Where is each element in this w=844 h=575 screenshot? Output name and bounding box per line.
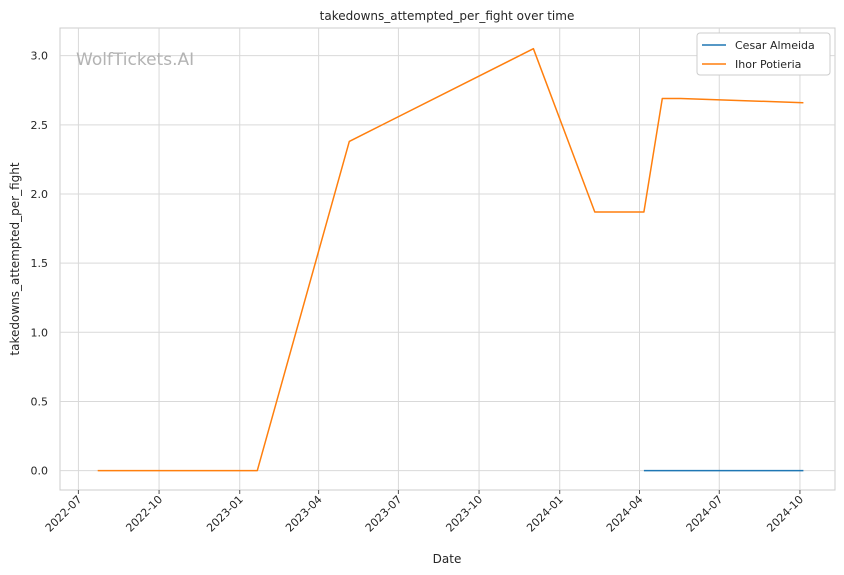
y-tick-label: 1.0 xyxy=(31,326,49,339)
y-tick-label: 2.0 xyxy=(31,188,49,201)
legend-box xyxy=(696,32,831,76)
y-tick-label: 3.0 xyxy=(31,50,49,63)
series-lines xyxy=(97,47,804,472)
y-tick-label: 1.5 xyxy=(31,257,49,270)
x-axis-ticks: 2022-07 2022-10 2023-01 2023-04 2023-07 2023-… xyxy=(43,490,806,535)
x-axis-label: Date xyxy=(433,552,462,566)
series-line-ihor-potieria xyxy=(97,47,804,472)
legend: Cesar Almeida Ihor Potieria xyxy=(696,32,831,76)
x-tick-label: 2023-01 xyxy=(204,493,246,535)
x-tick-label: 2023-07 xyxy=(363,493,405,535)
x-tick-label: 2022-07 xyxy=(43,493,85,535)
plot-background xyxy=(59,27,836,491)
chart-title: takedowns_attempted_per_fight over time xyxy=(320,9,575,23)
x-tick-label: 2023-04 xyxy=(283,493,325,535)
x-tick-label: 2024-04 xyxy=(604,493,646,535)
legend-label-ihor-potieria: Ihor Potieria xyxy=(735,58,801,71)
x-tick-label: 2022-10 xyxy=(123,493,165,535)
x-tick-label: 2024-07 xyxy=(684,493,726,535)
y-axis-ticks: 0.0 0.5 1.0 1.5 2.0 2.5 3.0 xyxy=(31,50,49,478)
y-tick-label: 0.0 xyxy=(31,465,49,478)
y-tick-label: 0.5 xyxy=(31,395,49,408)
x-tick-label: 2024-01 xyxy=(524,493,566,535)
x-tick-label: 2024-10 xyxy=(764,493,806,535)
x-tick-label: 2023-10 xyxy=(443,493,485,535)
y-tick-label: 2.5 xyxy=(31,119,49,132)
y-axis-label: takedowns_attempted_per_fight xyxy=(8,162,22,355)
legend-label-cesar-almeida: Cesar Almeida xyxy=(735,39,815,52)
watermark: WolfTickets.AI xyxy=(76,50,194,70)
